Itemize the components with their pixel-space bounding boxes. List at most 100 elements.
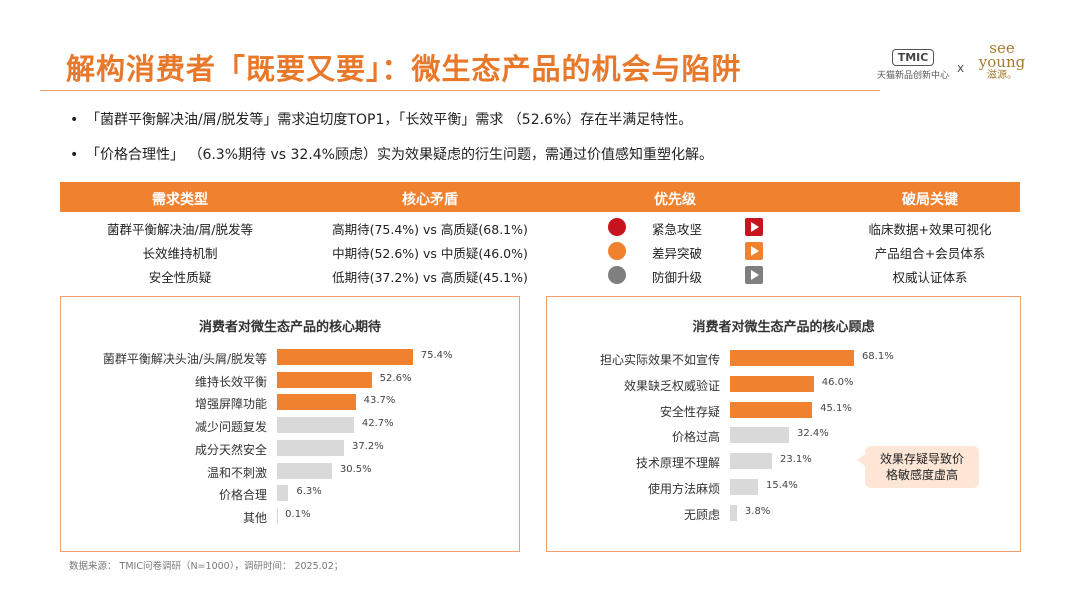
table-row: 长效维持机制 中期待(52.6%) vs 中质疑(46.0%) 差异突破 产品组… <box>60 239 1020 263</box>
seeyoung-line1: see <box>989 39 1015 57</box>
row-type: 安全性质疑 <box>148 270 212 285</box>
bar <box>277 507 278 524</box>
bar-category-label: 担心实际效果不如宣传 <box>599 353 720 367</box>
bar-value-label: 0.1% <box>285 508 311 520</box>
callout-line-2: 格敏感度虚高 <box>885 468 958 482</box>
tmic-badge: TMIC <box>891 49 935 66</box>
bar-value-label: 52.6% <box>379 372 412 384</box>
bar-row: 菌群平衡解决头油/头屑/脱发等 75.4% <box>61 347 519 369</box>
bar-value-label: 46.0% <box>821 376 854 388</box>
bullet-marker: • <box>70 147 79 163</box>
play-arrow-icon <box>745 218 763 236</box>
bar <box>277 417 354 434</box>
bar-category-label: 安全性存疑 <box>659 404 720 419</box>
bar-row: 使用方法麻烦 15.4% <box>547 477 1020 499</box>
play-arrow-icon <box>745 266 763 284</box>
data-source-note: 数据来源： TMIC问卷调研（N=1000），调研时间： 2025.02； <box>69 561 344 572</box>
bar-category-label: 增强屏障功能 <box>194 397 267 412</box>
bar-row: 维持长效平衡 52.6% <box>61 370 519 392</box>
bar-row: 温和不刺激 30.5% <box>61 461 519 483</box>
table-row: 安全性质疑 低期待(37.2%) vs 高质疑(45.1%) 防御升级 权威认证… <box>60 263 1020 287</box>
header-priority: 优先级 <box>654 192 696 208</box>
tmic-logo: TMIC 天猫新品创新中心 <box>872 46 954 81</box>
row-key: 临床数据+效果可视化 <box>868 222 992 237</box>
concerns-chart-panel: 消费者对微生态产品的核心顾虑 担心实际效果不如宣传 68.1% 效果缺乏权威验证 46… <box>546 296 1021 552</box>
bar-category-label: 温和不刺激 <box>206 465 267 480</box>
bullet-2-text: 「价格合理性」 （6.3%期待 vs 32.4%顾虑）实为效果疑虑的衍生问题，需… <box>86 147 713 163</box>
callout-note: 效果存疑导致价 格敏感度虚高 <box>857 446 979 488</box>
bar-category-label: 技术原理不理解 <box>635 456 720 471</box>
table-row: 菌群平衡解决油/屑/脱发等 高期待(75.4%) vs 高质疑(68.1%) 紧… <box>60 215 1020 239</box>
bar <box>277 462 332 479</box>
bar-row: 增强屏障功能 43.7% <box>61 392 519 414</box>
bar <box>730 375 814 392</box>
row-conflict: 中期待(52.6%) vs 中质疑(46.0%) <box>332 246 528 261</box>
priority-dot-icon <box>608 242 626 260</box>
expectations-chart-title: 消费者对微生态产品的核心期待 <box>198 320 381 335</box>
bar-value-label: 3.8% <box>744 505 771 517</box>
bar <box>730 479 759 495</box>
bar-value-label: 68.1% <box>861 351 894 362</box>
bar-category-label: 其他 <box>242 510 267 525</box>
bar-category-label: 效果缺乏权威验证 <box>623 378 720 393</box>
bar <box>277 349 413 365</box>
bar-category-label: 维持长效平衡 <box>194 374 267 389</box>
page-title: 解构消费者「既要又要」：微生态产品的机会与陷阱 <box>66 52 742 86</box>
row-priority: 差异突破 <box>652 246 703 261</box>
bar-row: 价格合理 6.3% <box>61 483 519 505</box>
row-type: 长效维持机制 <box>142 246 218 261</box>
bar-value-label: 6.3% <box>296 486 322 498</box>
bar <box>730 427 789 444</box>
bar-value-label: 30.5% <box>339 463 372 475</box>
priority-dot-icon <box>608 266 626 284</box>
bar-row: 价格过高 32.4% <box>547 425 1020 447</box>
row-key: 产品组合+会员体系 <box>874 246 986 261</box>
row-priority: 紧急攻坚 <box>652 222 703 237</box>
tmic-subtitle: 天猫新品创新中心 <box>876 71 949 81</box>
table-header: 需求类型 核心矛盾 优先级 破局关键 <box>60 182 1020 212</box>
bar-category-label: 菌群平衡解决头油/头屑/脱发等 <box>102 352 267 366</box>
bar-row: 减少问题复发 42.7% <box>61 415 519 437</box>
bar <box>277 394 356 411</box>
bar-value-label: 42.7% <box>361 418 394 430</box>
bar-category-label: 减少问题复发 <box>194 420 267 435</box>
bar-value-label: 37.2% <box>351 440 384 452</box>
bar-value-label: 75.4% <box>420 350 453 361</box>
bar-row: 效果缺乏权威验证 46.0% <box>547 374 1020 396</box>
bar <box>730 350 854 366</box>
bar <box>277 371 372 388</box>
bar-row: 安全性存疑 45.1% <box>547 400 1020 422</box>
logo-separator: x <box>957 61 965 75</box>
bar <box>730 453 773 470</box>
bar-category-label: 价格合理 <box>218 488 267 503</box>
callout-line-1: 效果存疑导致价 <box>879 452 964 466</box>
priority-table: 需求类型 核心矛盾 优先级 破局关键 菌群平衡解决油/屑/脱发等 高期待(75.… <box>60 182 1020 287</box>
bar-value-label: 23.1% <box>780 454 812 466</box>
header-demand-type: 需求类型 <box>152 192 208 208</box>
bar-value-label: 45.1% <box>820 402 852 414</box>
bar-row: 技术原理不理解 23.1% <box>547 451 1020 473</box>
bar <box>730 401 813 418</box>
bar-row: 担心实际效果不如宣传 68.1% <box>547 348 1020 370</box>
bar-category-label: 无顾虑 <box>683 507 720 522</box>
bar <box>277 439 344 456</box>
bullet-1-text: 「菌群平衡解决油/屑/脱发等」需求迫切度TOP1，「长效平衡」需求 （52.6%… <box>86 112 693 128</box>
bar <box>277 485 289 502</box>
bullet-2: • 「价格合理性」 （6.3%期待 vs 32.4%顾虑）实为效果疑虑的衍生问题，… <box>70 144 713 164</box>
bullet-marker: • <box>70 112 79 128</box>
bullet-1: • 「菌群平衡解决油/屑/脱发等」需求迫切度TOP1，「长效平衡」需求 （52.6… <box>70 109 692 129</box>
bar-row: 无顾虑 3.8% <box>547 503 1020 525</box>
bar-category-label: 价格过高 <box>671 430 720 445</box>
bar-category-label: 成分天然安全 <box>194 442 267 457</box>
expectations-chart-panel: 消费者对微生态产品的核心期待 菌群平衡解决头油/头屑/脱发等 75.4% 维持长效平… <box>60 296 520 552</box>
row-conflict: 低期待(37.2%) vs 高质疑(45.1%) <box>332 270 528 285</box>
bar-value-label: 15.4% <box>766 480 798 491</box>
title-divider <box>40 90 880 91</box>
play-arrow-icon <box>745 242 763 260</box>
row-key: 权威认证体系 <box>892 270 968 285</box>
row-conflict: 高期待(75.4%) vs 高质疑(68.1%) <box>332 222 528 237</box>
seeyoung-line2: young <box>978 53 1026 71</box>
row-priority: 防御升级 <box>652 270 703 285</box>
header-breakthrough: 破局关键 <box>902 192 958 208</box>
bar <box>730 504 737 521</box>
